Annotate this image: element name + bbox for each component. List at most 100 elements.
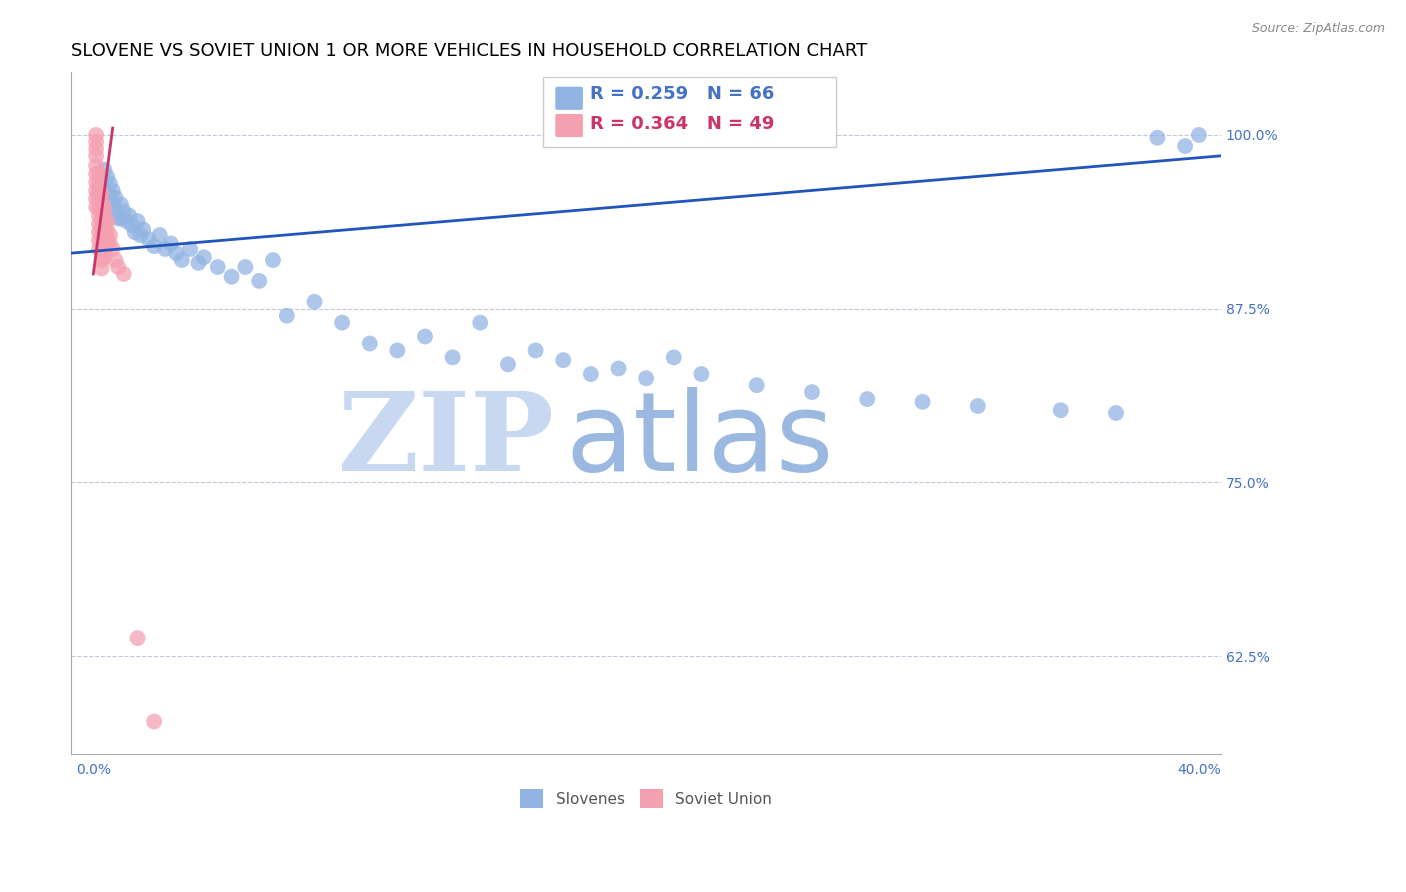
Point [93,162,115,177]
Point [93,184,115,198]
Point [187,256,209,270]
Point [96,222,118,236]
Point [104,204,127,219]
Point [193,250,215,264]
FancyBboxPatch shape [555,87,583,110]
Point [159,236,181,251]
Point [84,135,107,149]
Point [101,197,124,211]
Point [107,211,129,226]
Point [662,351,685,365]
Point [84,159,107,173]
Point [115,214,138,228]
Point [96,214,118,228]
Point [87,234,110,248]
Point [276,309,298,323]
Point [110,197,132,211]
Point [155,242,177,256]
Point [143,714,166,729]
Point [96,169,118,184]
Point [104,253,127,268]
Point [690,367,713,381]
FancyBboxPatch shape [543,78,835,147]
Point [121,219,143,233]
Point [84,142,107,156]
Point [90,236,112,251]
Point [90,211,112,226]
Point [96,239,118,253]
Point [90,244,112,259]
Point [90,169,112,184]
Text: atlas: atlas [565,387,834,493]
Point [524,343,547,358]
Point [911,395,934,409]
Point [107,260,129,274]
Point [441,351,464,365]
Point [96,200,118,214]
Point [127,214,149,228]
Point [87,209,110,223]
Point [87,225,110,239]
Point [98,190,121,204]
Text: SLOVENE VS SOVIET UNION 1 OR MORE VEHICLES IN HOUSEHOLD CORRELATION CHART: SLOVENE VS SOVIET UNION 1 OR MORE VEHICL… [72,42,868,60]
Point [84,167,107,181]
Point [235,260,257,274]
Point [330,316,353,330]
FancyBboxPatch shape [555,114,583,137]
Point [101,184,124,198]
Point [90,177,112,191]
Point [90,228,112,243]
Point [84,128,107,142]
Point [98,177,121,191]
Point [170,253,193,268]
Point [143,239,166,253]
Point [966,399,988,413]
Point [496,357,519,371]
Point [84,200,107,214]
Point [179,242,201,256]
Point [221,269,243,284]
Point [87,167,110,181]
Point [112,267,135,281]
Point [90,194,112,209]
Point [359,336,381,351]
Point [84,184,107,198]
Text: Source: ZipAtlas.com: Source: ZipAtlas.com [1251,22,1385,36]
Point [387,343,409,358]
Point [87,184,110,198]
Point [1049,403,1071,417]
Point [93,234,115,248]
Text: ZIP: ZIP [337,387,554,493]
Point [84,192,107,206]
Point [87,184,110,198]
Point [636,371,658,385]
Point [84,175,107,189]
Point [93,217,115,231]
Point [98,228,121,243]
Point [262,253,284,268]
Point [93,250,115,264]
Point [101,242,124,256]
Point [104,190,127,204]
Point [90,261,112,276]
Point [149,228,172,243]
Point [579,367,602,381]
Text: R = 0.364   N = 49: R = 0.364 N = 49 [589,114,775,133]
Point [127,631,149,645]
Point [93,225,115,239]
Point [112,204,135,219]
Point [165,246,187,260]
Point [98,236,121,251]
Point [90,253,112,268]
Point [96,231,118,245]
Legend: Slovenes, Soviet Union: Slovenes, Soviet Union [515,783,778,814]
Point [87,217,110,231]
Point [90,202,112,217]
Point [207,260,229,274]
Point [90,219,112,234]
Point [110,211,132,226]
Point [93,209,115,223]
Point [745,378,768,392]
Point [87,242,110,256]
Point [96,186,118,201]
